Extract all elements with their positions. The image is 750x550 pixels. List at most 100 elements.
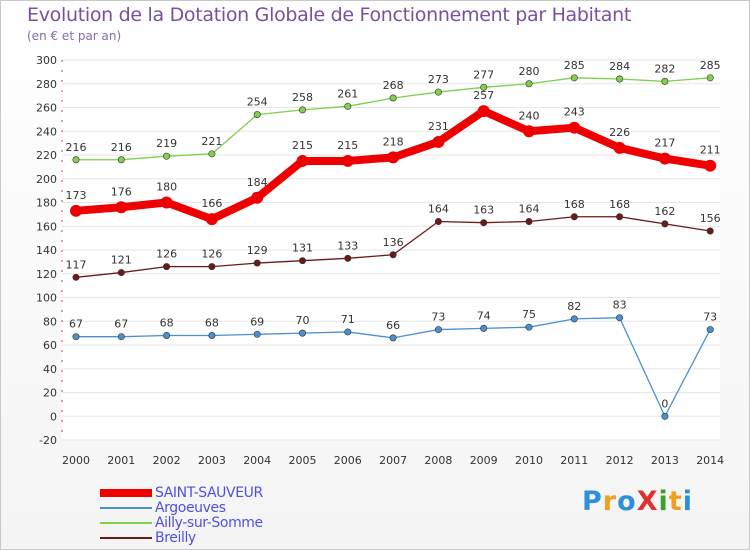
data-label: 243 bbox=[564, 106, 585, 119]
y-tick-label: 180 bbox=[36, 197, 57, 210]
data-point bbox=[296, 154, 309, 167]
data-point bbox=[163, 331, 171, 339]
data-label: 164 bbox=[428, 203, 449, 216]
data-point bbox=[525, 218, 533, 226]
data-point bbox=[344, 328, 352, 336]
data-label: 73 bbox=[431, 311, 445, 324]
legend-item: Breilly bbox=[100, 530, 340, 546]
data-label: 277 bbox=[473, 68, 494, 81]
data-label: 168 bbox=[564, 198, 585, 211]
data-point bbox=[480, 324, 488, 332]
data-point bbox=[387, 151, 400, 164]
data-point bbox=[72, 333, 80, 341]
y-tick-label: 40 bbox=[43, 363, 57, 376]
data-point bbox=[434, 88, 442, 96]
legend-swatch bbox=[100, 522, 152, 524]
logo-letter: i bbox=[682, 486, 693, 517]
data-point bbox=[570, 315, 578, 323]
y-tick-label: 0 bbox=[50, 410, 57, 423]
y-tick-label: 220 bbox=[36, 149, 57, 162]
data-point bbox=[298, 257, 306, 265]
data-label: 69 bbox=[250, 315, 264, 328]
data-label: 0 bbox=[661, 397, 668, 410]
data-label: 133 bbox=[337, 239, 358, 252]
data-label: 218 bbox=[383, 135, 404, 148]
data-label: 285 bbox=[700, 59, 721, 72]
data-label: 217 bbox=[654, 137, 675, 150]
x-tick-label: 2006 bbox=[334, 454, 362, 467]
data-point bbox=[208, 263, 216, 271]
data-point bbox=[570, 74, 578, 82]
data-label: 68 bbox=[205, 317, 219, 330]
data-label: 74 bbox=[477, 309, 491, 322]
data-label: 215 bbox=[292, 139, 313, 152]
data-label: 117 bbox=[66, 258, 87, 271]
data-label: 268 bbox=[383, 79, 404, 92]
legend-label: Ailly-sur-Somme bbox=[155, 515, 263, 531]
data-point bbox=[523, 125, 535, 138]
data-point bbox=[72, 273, 80, 281]
proxiti-logo: ProXiti bbox=[582, 486, 693, 517]
data-point bbox=[480, 219, 488, 227]
data-label: 282 bbox=[654, 62, 675, 75]
x-tick-label: 2003 bbox=[198, 454, 226, 467]
y-tick-label: 160 bbox=[36, 220, 57, 233]
data-label: 168 bbox=[609, 198, 630, 211]
x-tick-label: 2009 bbox=[470, 454, 498, 467]
y-tick-label: 80 bbox=[43, 315, 57, 328]
data-point bbox=[432, 135, 445, 148]
y-tick-label: 120 bbox=[36, 268, 57, 281]
data-point bbox=[160, 196, 173, 209]
y-tick-label: 260 bbox=[36, 102, 57, 115]
legend-item: Ailly-sur-Somme bbox=[100, 515, 340, 531]
legend-label: SAINT-SAUVEUR bbox=[155, 485, 263, 501]
data-label: 176 bbox=[111, 185, 132, 198]
data-point bbox=[525, 80, 533, 88]
data-label: 163 bbox=[473, 204, 494, 217]
data-point bbox=[298, 106, 306, 114]
x-tick-label: 2008 bbox=[424, 454, 452, 467]
data-label: 121 bbox=[111, 254, 132, 267]
data-label: 211 bbox=[700, 144, 721, 157]
data-point bbox=[706, 326, 714, 334]
data-label: 261 bbox=[337, 87, 358, 100]
x-tick-label: 2002 bbox=[153, 454, 181, 467]
data-label: 131 bbox=[292, 242, 313, 255]
data-label: 216 bbox=[66, 141, 87, 154]
data-label: 258 bbox=[292, 91, 313, 104]
data-label: 126 bbox=[156, 248, 177, 261]
data-label: 67 bbox=[69, 318, 83, 331]
data-point bbox=[389, 251, 397, 259]
data-label: 221 bbox=[201, 135, 222, 148]
data-point bbox=[706, 227, 714, 235]
data-label: 240 bbox=[519, 109, 540, 122]
y-tick-label: 200 bbox=[36, 173, 57, 186]
logo-letter: P bbox=[582, 486, 603, 517]
y-tick-label: 140 bbox=[36, 244, 57, 257]
data-label: 254 bbox=[247, 96, 268, 109]
data-point bbox=[253, 330, 261, 338]
y-tick-label: 20 bbox=[43, 387, 57, 400]
y-tick-label: 280 bbox=[36, 78, 57, 91]
data-point bbox=[72, 156, 80, 164]
data-point bbox=[477, 105, 490, 118]
data-label: 66 bbox=[386, 319, 400, 332]
data-label: 75 bbox=[522, 308, 536, 321]
data-label: 257 bbox=[473, 89, 494, 102]
data-label: 70 bbox=[296, 314, 310, 327]
data-label: 156 bbox=[700, 212, 721, 225]
data-label: 82 bbox=[567, 300, 581, 313]
data-label: 67 bbox=[114, 318, 128, 331]
data-point bbox=[658, 152, 671, 165]
data-point bbox=[253, 259, 261, 267]
legend-label: Argoeuves bbox=[155, 500, 226, 516]
data-label: 162 bbox=[654, 205, 675, 218]
data-label: 284 bbox=[609, 60, 630, 73]
data-label: 173 bbox=[66, 189, 87, 202]
x-tick-label: 2007 bbox=[379, 454, 407, 467]
data-point bbox=[568, 121, 581, 134]
data-point bbox=[616, 213, 624, 221]
x-tick-label: 2001 bbox=[107, 454, 135, 467]
data-point bbox=[570, 213, 578, 221]
